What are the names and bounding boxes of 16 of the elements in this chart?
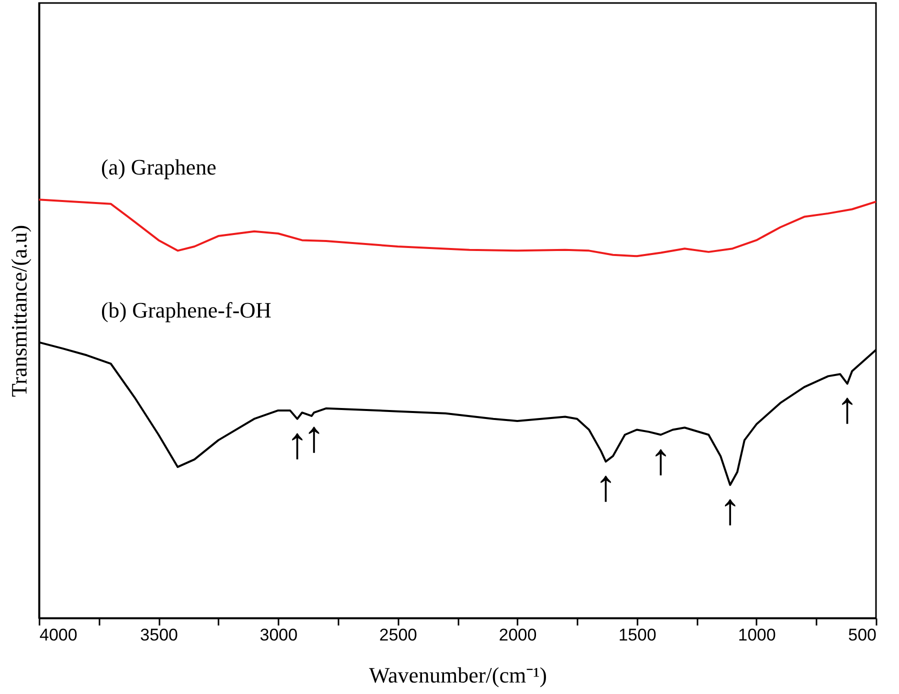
- x-tick-label: 2500: [379, 626, 418, 644]
- y-axis-title: Transmittance/(a.u): [6, 224, 32, 398]
- annotation: ↑: [650, 434, 672, 484]
- series-label: (a) Graphene: [101, 154, 216, 180]
- x-tick-label: 3500: [140, 626, 178, 644]
- x-tick-label: 4000: [40, 626, 78, 644]
- x-tick-label: 1500: [618, 626, 656, 644]
- annotation: ↑: [719, 484, 742, 534]
- x-tick-label: 500: [848, 626, 876, 644]
- x-axis-title: Wavenumber/(cm⁻¹): [369, 662, 547, 688]
- x-tick-label: 2000: [498, 626, 537, 644]
- series-label: (b) Graphene-f-OH: [101, 297, 272, 322]
- annotation: ↑: [594, 462, 617, 511]
- annotation: ↑: [836, 384, 858, 433]
- x-tick-label: 3000: [260, 626, 298, 644]
- x-tick-label: 1000: [738, 626, 776, 644]
